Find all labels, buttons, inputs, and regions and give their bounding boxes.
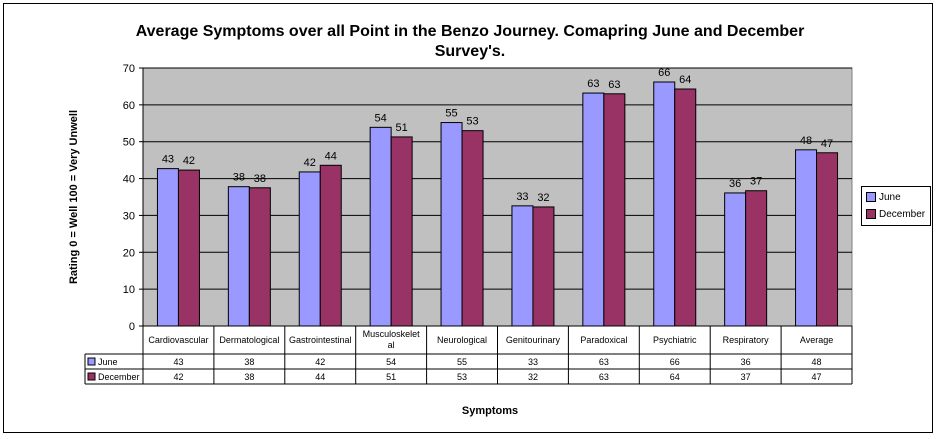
table-cell: 47 <box>812 372 822 382</box>
table-cell: 42 <box>315 357 325 367</box>
x-tick-label: Average <box>800 335 833 345</box>
bar-december <box>248 187 271 327</box>
bar-june <box>724 192 747 327</box>
legend-label-june: June <box>879 192 901 203</box>
table-cell: 36 <box>741 357 751 367</box>
bar-december <box>816 152 839 327</box>
table-cell: 66 <box>670 357 680 367</box>
table-cell: 42 <box>173 372 183 382</box>
table-cell: 44 <box>315 372 325 382</box>
data-label-december: 42 <box>183 155 195 167</box>
bar-december <box>461 130 484 327</box>
data-label-december: 51 <box>396 122 408 134</box>
x-axis-label: Symptoms <box>461 405 519 417</box>
data-label-june: 54 <box>375 112 387 124</box>
data-label-june: 36 <box>729 178 741 190</box>
table-cell: 33 <box>528 357 538 367</box>
bar-december <box>674 88 697 327</box>
y-tick-label: 40 <box>123 174 135 186</box>
table-series-name: December <box>98 372 140 382</box>
data-label-december: 53 <box>466 116 478 128</box>
data-label-december: 37 <box>750 176 762 188</box>
legend-item-june: June <box>866 191 901 205</box>
table-cell: 63 <box>599 372 609 382</box>
data-label-december: 32 <box>537 192 549 204</box>
table-series-name: June <box>98 357 118 367</box>
data-label-june: 42 <box>304 157 316 169</box>
bar-december <box>745 190 768 327</box>
data-label-june: 33 <box>516 191 528 203</box>
bar-june <box>156 168 179 327</box>
table-cell: 32 <box>528 372 538 382</box>
table-cell: 48 <box>812 357 822 367</box>
table-legend-key-june <box>87 357 96 366</box>
data-label-june: 66 <box>658 67 670 79</box>
x-tick-label: al <box>388 340 395 350</box>
bar-june <box>440 122 463 327</box>
legend: June December <box>861 186 931 226</box>
data-label-june: 43 <box>162 154 174 166</box>
data-label-june: 55 <box>445 108 457 120</box>
x-tick-label: Cardiovascular <box>148 335 208 345</box>
data-label-december: 63 <box>608 79 620 91</box>
x-tick-label: Musculoskelet <box>363 329 421 339</box>
bar-december <box>390 136 413 327</box>
legend-swatch-december <box>866 209 876 220</box>
data-label-december: 47 <box>821 138 833 150</box>
data-label-june: 38 <box>233 172 245 184</box>
x-tick-label: Neurological <box>437 335 487 345</box>
table-cell: 54 <box>386 357 396 367</box>
bar-june <box>582 92 605 327</box>
bar-june <box>511 205 534 327</box>
data-label-december: 64 <box>679 74 691 86</box>
data-label-december: 44 <box>325 150 337 162</box>
x-tick-label: Respiratory <box>723 335 770 345</box>
table-cell: 64 <box>670 372 680 382</box>
bar-june <box>653 81 676 327</box>
legend-item-december: December <box>866 208 925 222</box>
y-tick-label: 50 <box>123 137 135 149</box>
bar-june <box>795 149 818 327</box>
x-tick-label: Genitourinary <box>506 335 561 345</box>
y-tick-label: 60 <box>123 100 135 112</box>
bar-december <box>177 169 200 327</box>
bar-june <box>369 126 392 327</box>
legend-label-december: December <box>879 209 926 220</box>
table-cell: 51 <box>386 372 396 382</box>
data-label-december: 38 <box>254 173 266 185</box>
y-tick-label: 0 <box>129 321 135 333</box>
x-tick-label: Gastrointestinal <box>289 335 352 345</box>
table-cell: 38 <box>244 372 254 382</box>
table-cell: 63 <box>599 357 609 367</box>
chart-title: Average Symptoms over all Point in the B… <box>135 23 805 60</box>
x-tick-label: Psychiatric <box>653 335 697 345</box>
data-label-june: 48 <box>800 135 812 147</box>
x-tick-label: Dermatological <box>219 335 279 345</box>
bar-december <box>319 164 342 327</box>
table-cell: 53 <box>457 372 467 382</box>
legend-swatch-june <box>866 192 876 203</box>
y-tick-label: 70 <box>123 63 135 75</box>
table-legend-key-december <box>87 372 96 381</box>
bar-december <box>532 206 555 327</box>
bar-june <box>227 186 250 327</box>
x-tick-label: Paradoxical <box>580 335 627 345</box>
y-tick-label: 30 <box>123 210 135 222</box>
table-cell: 55 <box>457 357 467 367</box>
bar-june <box>298 171 321 327</box>
bar-december <box>603 93 626 327</box>
data-label-june: 63 <box>587 78 599 90</box>
y-tick-label: 20 <box>123 247 135 259</box>
table-cell: 43 <box>173 357 183 367</box>
table-cell: 37 <box>741 372 751 382</box>
y-tick-label: 10 <box>123 284 135 296</box>
table-cell: 38 <box>244 357 254 367</box>
